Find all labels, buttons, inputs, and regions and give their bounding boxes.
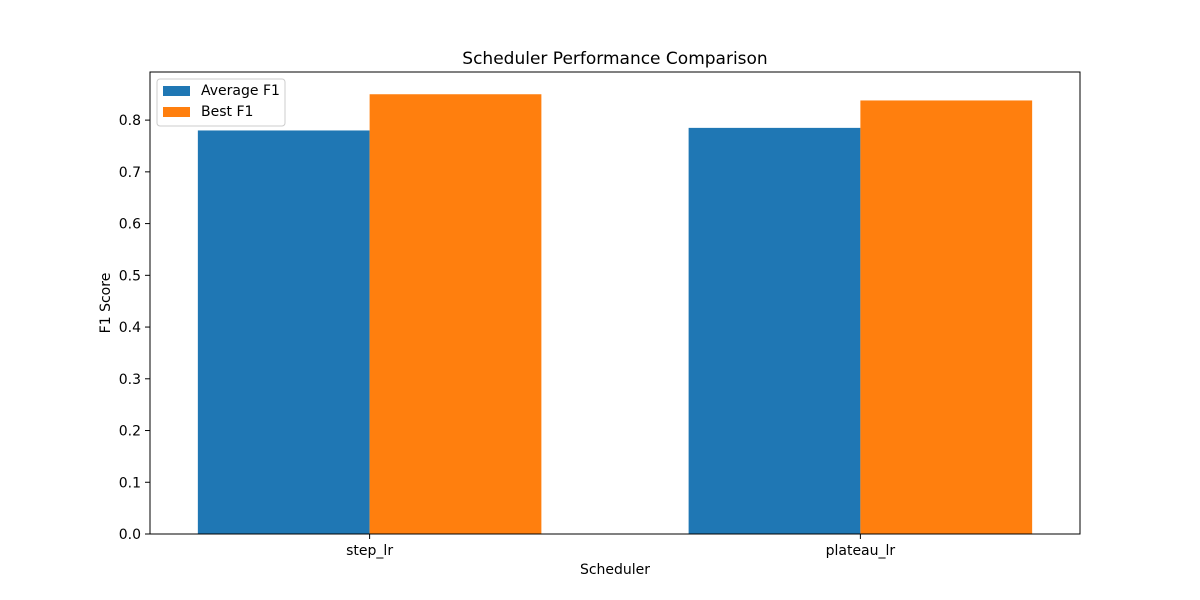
chart-title: Scheduler Performance Comparison [462, 49, 767, 69]
y-tick-label: 0.4 [119, 320, 141, 336]
y-tick-label: 0.5 [119, 268, 141, 284]
x-tick-label: plateau_lr [826, 543, 896, 559]
y-axis-label: F1 Score [98, 273, 114, 334]
y-tick-label: 0.7 [119, 165, 141, 181]
legend-label: Average F1 [201, 83, 280, 99]
bar-average-f1-step_lr [197, 130, 370, 534]
x-tick-label: step_lr [346, 543, 393, 559]
x-axis-label: Scheduler [580, 562, 650, 578]
y-tick-label: 0.0 [119, 527, 141, 543]
plot-frame [149, 71, 1081, 535]
y-tick-label: 0.8 [119, 113, 141, 129]
y-tick-label: 0.1 [119, 475, 141, 491]
y-tick-label: 0.6 [119, 217, 141, 233]
bar-average-f1-plateau_lr [688, 127, 861, 535]
y-tick-label: 0.2 [119, 424, 141, 440]
bar-best-f1-step_lr [369, 94, 542, 534]
x-axis: step_lr plateau_lr [346, 534, 895, 559]
y-axis: 0.0 0.1 0.2 0.3 0.4 0.5 0.6 0.7 0.8 [119, 113, 150, 543]
legend-swatch-best-f1 [163, 107, 190, 117]
bars [197, 94, 1033, 535]
y-tick-label: 0.3 [119, 372, 141, 388]
legend-label: Best F1 [201, 104, 253, 120]
legend: Average F1 Best F1 [156, 78, 286, 127]
legend-swatch-average-f1 [163, 86, 190, 96]
bar-best-f1-plateau_lr [860, 100, 1033, 534]
